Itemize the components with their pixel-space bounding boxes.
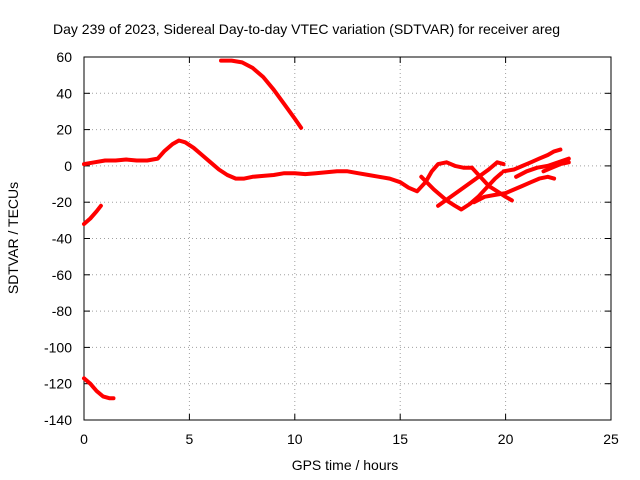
y-tick-label: 0 (64, 158, 72, 174)
y-tick-label: -120 (44, 376, 72, 392)
y-tick-label: 20 (56, 122, 72, 138)
y-tick-label: 40 (56, 85, 72, 101)
x-tick-label: 15 (392, 431, 408, 447)
x-axis-label: GPS time / hours (292, 457, 399, 473)
plot-frame (83, 56, 612, 421)
y-tick-label: 60 (56, 49, 72, 65)
y-tick-label: -100 (44, 339, 72, 355)
y-tick-label: -140 (44, 412, 72, 428)
series-bottom-left-segment (82, 376, 116, 401)
y-tick-label: -20 (52, 194, 72, 210)
series-left-segment (82, 203, 103, 226)
data-series (82, 58, 571, 401)
x-tick-label: 25 (603, 431, 619, 447)
y-tick-label: -40 (52, 231, 72, 247)
x-tick-label: 5 (186, 431, 194, 447)
x-tick-label: 10 (287, 431, 303, 447)
y-axis-label: SDTVAR / TECUs (5, 182, 21, 294)
y-tick-label: -80 (52, 303, 72, 319)
series-end-track-1 (501, 147, 563, 174)
series-end-track-3 (541, 160, 571, 174)
y-tick-label: -60 (52, 267, 72, 283)
series-cross-track (472, 174, 557, 205)
series-dip-arc (419, 171, 504, 212)
grid (84, 57, 611, 420)
x-tick-label: 20 (498, 431, 514, 447)
series-high-arc (219, 58, 304, 130)
series-end-track-2 (514, 156, 571, 179)
series-main-track (82, 138, 474, 194)
chart-title: Day 239 of 2023, Sidereal Day-to-day VTE… (53, 21, 560, 37)
x-tick-label: 0 (80, 431, 88, 447)
axis-ticks: 0 5 10 15 20 25 -140 -120 -100 -80 -60 -40 -20 0 20 40 6… (44, 49, 619, 447)
series-dip-arc-2 (436, 160, 506, 208)
